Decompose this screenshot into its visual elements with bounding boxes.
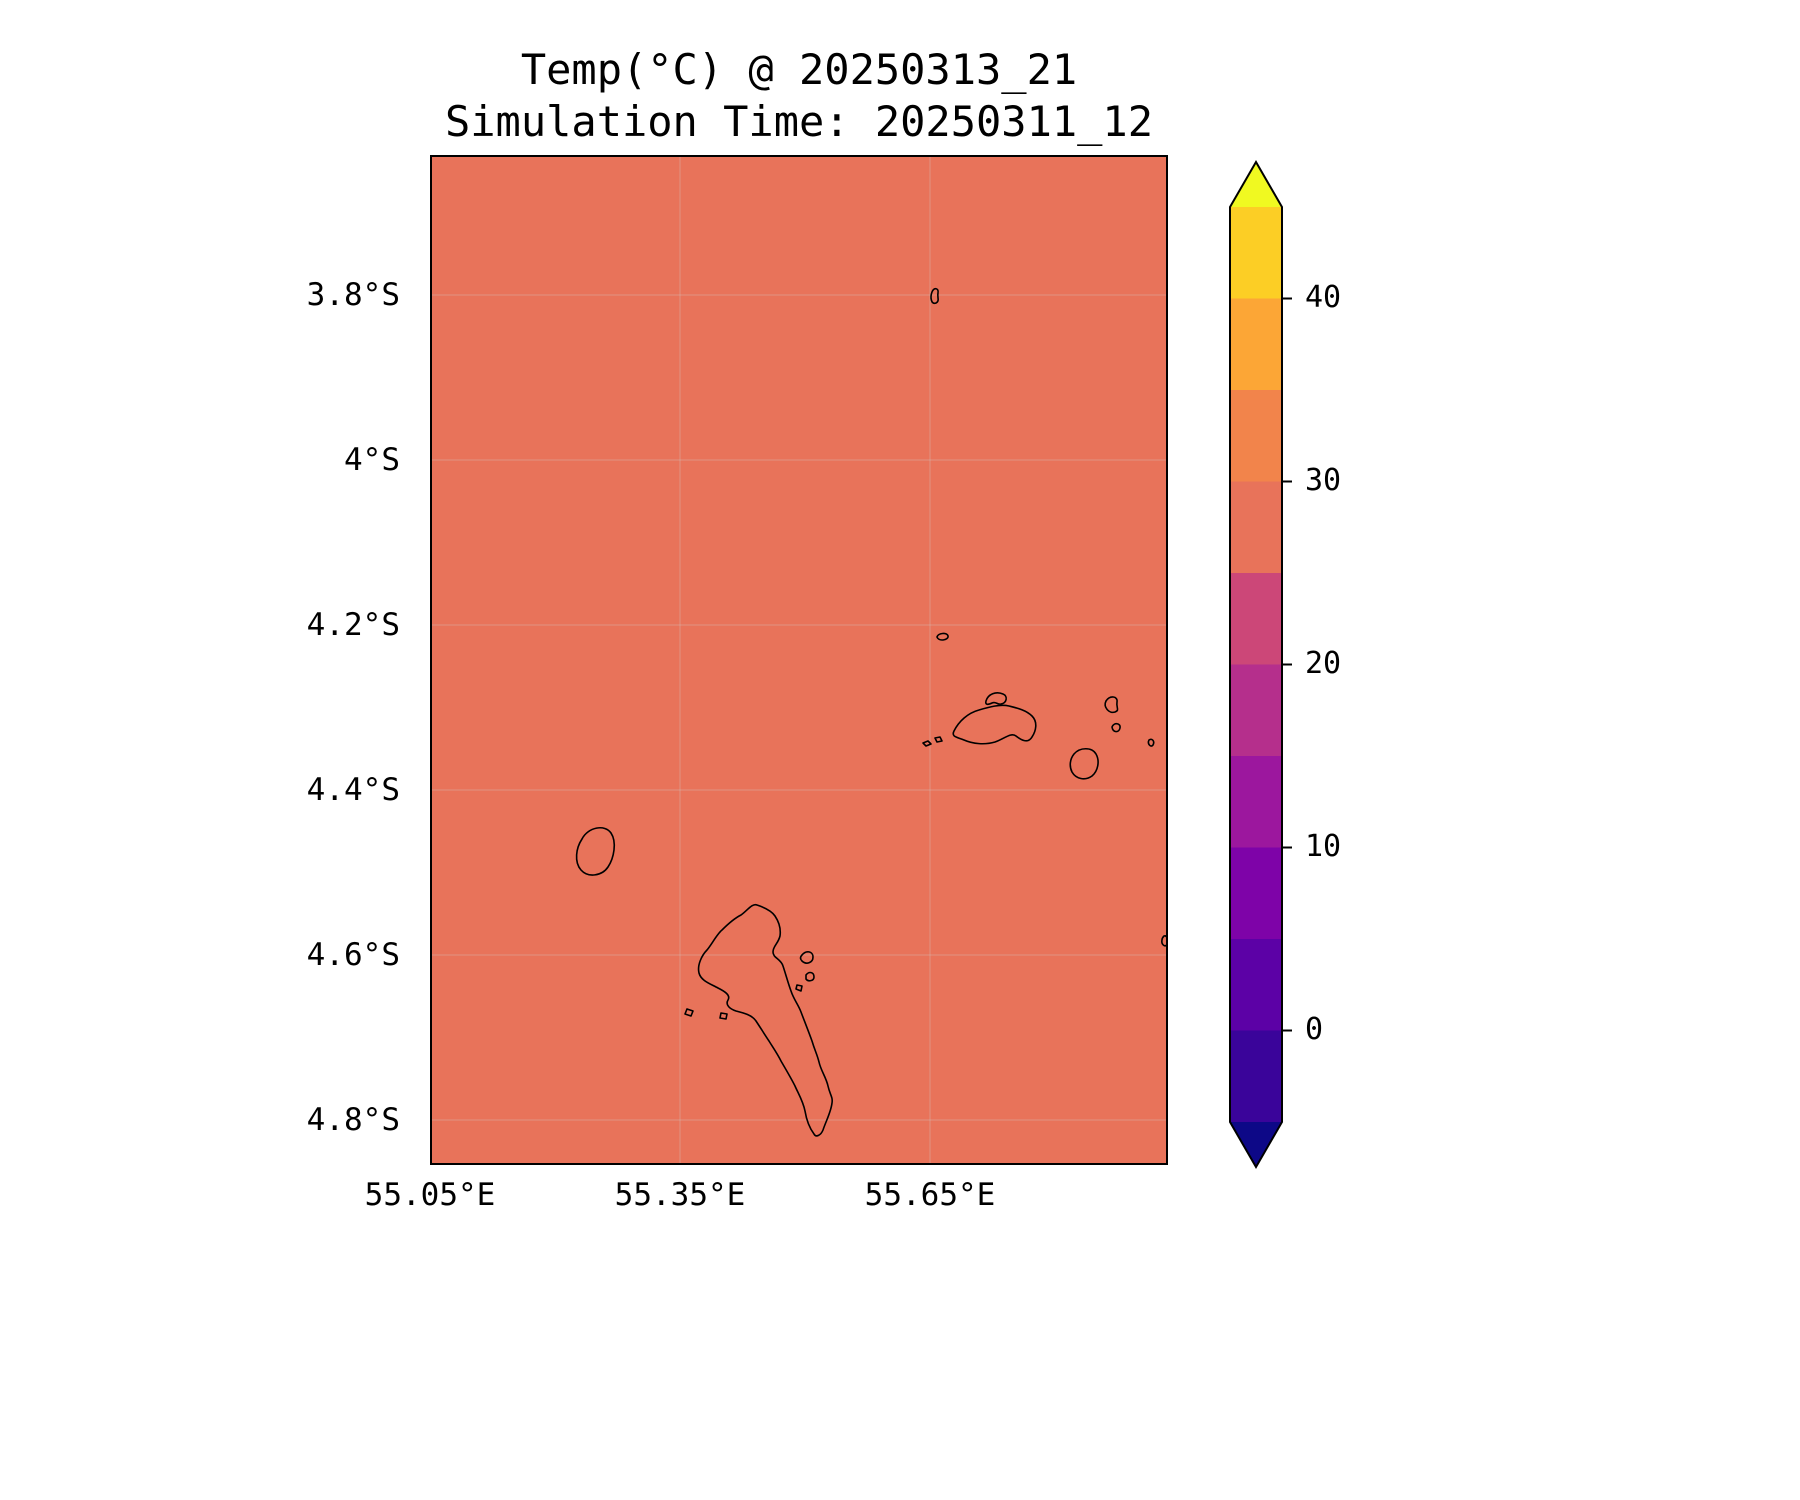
ocean-fill (430, 155, 1168, 1165)
colorbar-segment (1230, 298, 1282, 390)
title-block: Temp(°C) @ 20250313_21 Simulation Time: … (430, 44, 1168, 148)
coastlines (575, 287, 1169, 1137)
coastline-path-silhouette-island (575, 826, 616, 876)
colorbar-extend-triangle-top (1230, 162, 1282, 207)
coastline-path-islet (805, 971, 815, 982)
colorbar-tick-label: 40 (1305, 280, 1342, 315)
coastline-path-islet (934, 736, 943, 743)
y-tick-label: 4.4°S (306, 772, 400, 808)
colorbar-segment (1230, 939, 1282, 1031)
plot-border (430, 155, 1168, 1165)
coastline-path-aride-island (936, 632, 949, 641)
colorbar-segment (1230, 481, 1282, 573)
y-tick-label: 4°S (344, 442, 400, 478)
figure-title: Temp(°C) @ 20250313_21 (520, 45, 1078, 94)
x-tick-label: 55.35°E (614, 1177, 746, 1213)
colorbar-segment (1230, 573, 1282, 665)
colorbar-tick-label: 0 (1305, 1012, 1324, 1047)
coastline-path-islet (922, 740, 932, 747)
y-tick-label: 4.2°S (306, 607, 400, 643)
map-plot (430, 155, 1169, 1165)
y-tick-label: 4.6°S (306, 937, 400, 973)
x-tick-label: 55.65°E (864, 1177, 996, 1213)
coastline-path-la-digue-island (1069, 747, 1099, 780)
coastline-path-denis-island (930, 287, 939, 305)
colorbar-ticks (1282, 297, 1292, 1032)
colorbar (1229, 160, 1292, 1169)
coastline-path-curieuse-island (985, 692, 1007, 706)
colorbar-segment (1230, 847, 1282, 939)
coastline-path-islet (684, 1008, 694, 1017)
figure-subtitle: Simulation Time: 20250311_12 (444, 97, 1153, 146)
coastline-path-islet (799, 951, 814, 964)
colorbar-segment (1230, 1030, 1282, 1122)
graticule (430, 155, 1168, 1165)
coastline-path-felicite-island (1104, 696, 1119, 714)
y-tick-label: 4.8°S (306, 1102, 400, 1138)
colorbar-segment (1230, 207, 1282, 299)
coastline-path-islet (795, 984, 803, 992)
x-tick-label: 55.05°E (364, 1177, 496, 1213)
map-canvas (430, 155, 1169, 1165)
colorbar-segment (1230, 756, 1282, 848)
coastline-path-islet (1147, 738, 1155, 747)
colorbar-tick-label: 20 (1305, 646, 1342, 681)
colorbar-tick-label: 10 (1305, 829, 1342, 864)
colorbar-tick-label: 30 (1305, 463, 1342, 498)
coastline-path-marianne-island (1111, 722, 1121, 733)
coastline-path-praslin-island (952, 704, 1037, 745)
coastline-path-islet (719, 1012, 728, 1020)
coastline-path-mahe-island (697, 903, 833, 1137)
colorbar-extend-triangle-bottom (1230, 1122, 1282, 1167)
colorbar-outline (1229, 160, 1283, 1169)
colorbar-segment (1230, 390, 1282, 482)
colorbar-segment (1230, 664, 1282, 756)
y-tick-label: 3.8°S (306, 277, 400, 313)
